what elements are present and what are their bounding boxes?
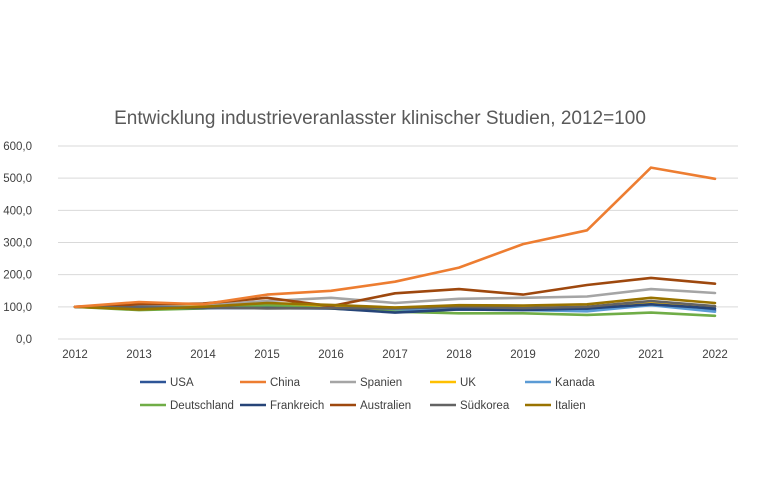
legend: USA China Spanien UK Kanada Deutschland Frankr… [140,377,595,412]
x-tick-label: 2015 [254,349,280,361]
x-tick-label: 2019 [510,349,536,361]
x-tick-label: 2022 [702,349,728,361]
y-tick-label: 600,0 [3,141,32,153]
legend-label: Italien [555,400,586,412]
y-tick-label: 0,0 [16,334,32,346]
series-line-china [73,166,717,309]
y-tick-label: 400,0 [3,205,32,217]
x-tick-label: 2013 [126,349,152,361]
legend-label: Südkorea [460,400,510,412]
series-line-italien [73,296,717,311]
chart-title: Entwicklung industrieveranlasster klinis… [114,108,646,129]
y-tick-label: 300,0 [3,238,32,250]
x-tick-label: 2021 [638,349,664,361]
legend-label: UK [460,377,476,389]
x-tick-label: 2016 [318,349,344,361]
legend-label: Spanien [360,377,402,389]
x-tick-label: 2020 [574,349,600,361]
x-tick-label: 2012 [62,349,88,361]
x-axis-ticks: 2012 2013 2014 2015 2016 2017 2018 2019 2020 2021… [62,349,728,361]
y-tick-label: 100,0 [3,302,32,314]
legend-label: Deutschland [170,400,234,412]
y-tick-label: 200,0 [3,270,32,282]
legend-label: Frankreich [270,400,324,412]
x-tick-label: 2018 [446,349,472,361]
y-tick-label: 500,0 [3,173,32,185]
legend-label: Kanada [555,377,595,389]
series-lines [73,166,717,318]
x-tick-label: 2017 [382,349,408,361]
y-axis-ticks: 0,0 100,0 200,0 300,0 400,0 500,0 600,0 [3,141,32,346]
x-tick-label: 2014 [190,349,216,361]
legend-label: Australien [360,400,411,412]
legend-label: USA [170,377,194,389]
series-line-spanien [73,287,717,309]
legend-label: China [270,377,301,389]
